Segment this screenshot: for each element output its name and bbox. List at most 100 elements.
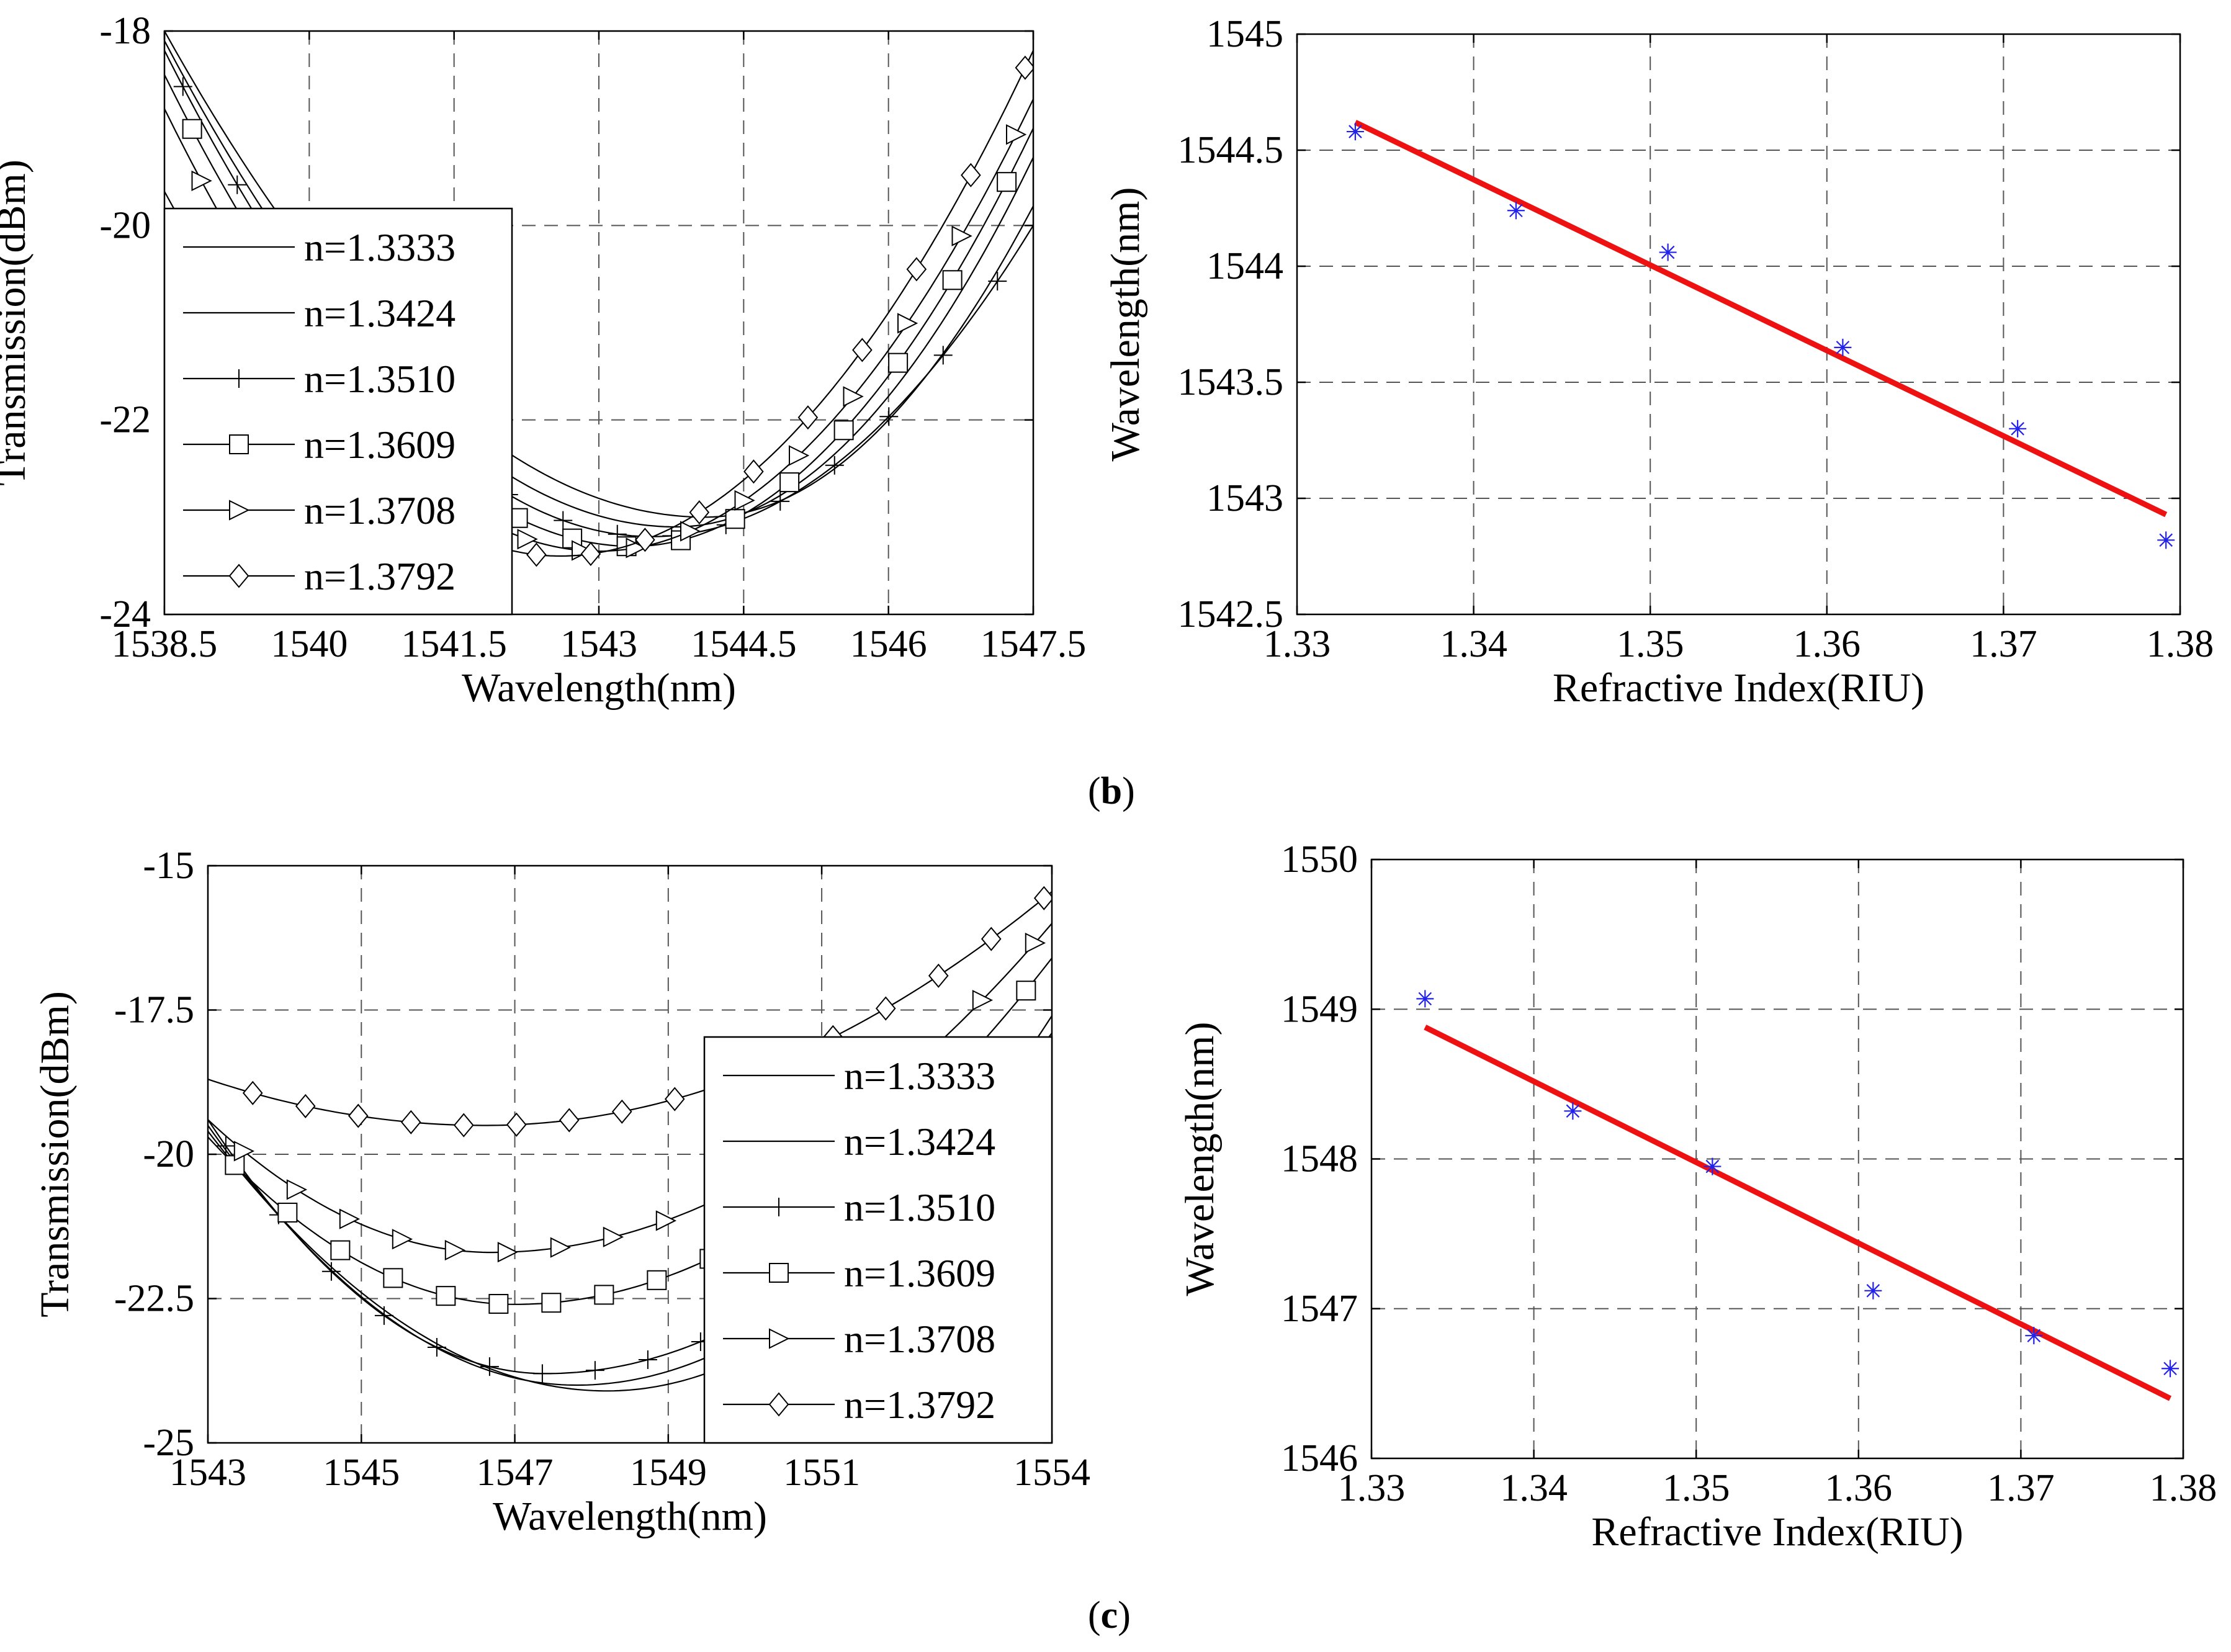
legend-marker: [770, 1198, 788, 1216]
series-point-n=1.3792: [580, 542, 601, 567]
series-point-n=1.3792: [635, 527, 655, 552]
y-tick-label: -20: [143, 1133, 194, 1175]
legend-marker: [229, 500, 250, 521]
y-tick-label: 1546: [1281, 1437, 1358, 1479]
data-point: [1416, 990, 1434, 1008]
legend-item-n=1.3424: n=1.3424: [183, 291, 456, 335]
series-point-n=1.3792: [295, 1093, 316, 1118]
x-tick-label: 1540: [271, 623, 348, 665]
series-point-n=1.3510: [228, 175, 247, 194]
x-tick-label: 1538.5: [112, 623, 218, 665]
series-point-n=1.3792: [689, 500, 710, 525]
series-point-n=1.3609: [833, 420, 854, 441]
legend-marker: [769, 1263, 789, 1283]
x-tick-label: 1544.5: [691, 623, 797, 665]
y-tick-label: -24: [99, 593, 151, 635]
series-n=1.3792: [208, 886, 1052, 1138]
series-point-n=1.3708: [517, 529, 538, 550]
data-point: [1346, 123, 1364, 141]
legend-label: n=1.3609: [844, 1251, 995, 1295]
series-point-n=1.3609: [436, 1286, 456, 1306]
series-point-n=1.3609: [330, 1240, 351, 1260]
legend-item-n=1.3510: n=1.3510: [723, 1185, 995, 1229]
data-point: [1659, 243, 1677, 261]
series-point-n=1.3792: [664, 1087, 685, 1111]
legend-item-n=1.3510: n=1.3510: [183, 357, 456, 401]
x-tick-label: 1.37: [1987, 1467, 2055, 1509]
data-point: [1864, 1282, 1882, 1300]
legend-item-n=1.3708: n=1.3708: [723, 1317, 995, 1361]
series-point-n=1.3708: [286, 1179, 308, 1200]
x-tick-label: 1.38: [2147, 623, 2214, 665]
legend-label: n=1.3792: [304, 554, 456, 598]
legend-label: n=1.3424: [844, 1120, 995, 1164]
series-point-n=1.3792: [1015, 55, 1033, 80]
series-point-n=1.3609: [997, 172, 1017, 192]
series-point-n=1.3792: [559, 1108, 580, 1133]
y-tick-label: 1543: [1206, 477, 1283, 519]
chart-c-transmission: 1543 1545 1547 1549 1551 1554 -25 -22.5 -20 -17.5…: [32, 845, 1090, 1539]
x-tick-label: 1.34: [1500, 1467, 1568, 1509]
series-point-n=1.3708: [233, 1141, 255, 1162]
y-tick-label: -22: [99, 399, 151, 441]
y-axis-label: Wavelength(nm): [1177, 1022, 1223, 1296]
legend-marker: [768, 1392, 789, 1417]
x-tick-label: 1545: [323, 1452, 400, 1494]
y-tick-label: -17.5: [114, 989, 194, 1031]
fit-line: [1353, 120, 2168, 518]
series-point-n=1.3510: [321, 1262, 341, 1281]
series-point-n=1.3792: [928, 963, 949, 988]
data-point: [2025, 1327, 2043, 1345]
data-point: [2161, 1360, 2179, 1378]
y-tick-label: -22.5: [114, 1278, 194, 1320]
series-point-n=1.3792: [875, 996, 896, 1021]
x-tick-label: 1.35: [1663, 1467, 1730, 1509]
series-point-n=1.3510: [173, 77, 192, 96]
legend-label: n=1.3609: [304, 423, 456, 467]
series-point-n=1.3609: [383, 1268, 403, 1288]
ticks: [1296, 33, 2181, 616]
data-point: [1564, 1102, 1582, 1120]
x-tick-label: 1.36: [1825, 1467, 1893, 1509]
series-point-n=1.3609: [277, 1202, 298, 1223]
legend-label: n=1.3792: [844, 1383, 995, 1427]
caption-b-letter: b: [1100, 770, 1123, 812]
series-point-n=1.3708: [897, 313, 918, 334]
y-tick-label: -18: [99, 10, 151, 52]
data-layer: [1346, 120, 2175, 549]
series-point-n=1.3708: [497, 1242, 519, 1263]
series-point-n=1.3792: [1033, 886, 1052, 910]
series-point-n=1.3708: [1006, 124, 1027, 145]
series-point-n=1.3609: [725, 509, 745, 529]
series-point-n=1.3792: [981, 927, 1002, 951]
legend-item-n=1.3333: n=1.3333: [183, 225, 456, 269]
series-point-n=1.3708: [444, 1239, 466, 1261]
series-point-n=1.3792: [611, 1099, 632, 1124]
series-point-n=1.3792: [743, 459, 764, 484]
x-tick-label: 1.33: [1264, 623, 1331, 665]
y-tick-label: 1543.5: [1178, 361, 1284, 403]
series-point-n=1.3510: [554, 511, 573, 530]
caption-c: (c): [1088, 1594, 1131, 1636]
legend-label: n=1.3333: [304, 225, 456, 269]
series-point-n=1.3708: [550, 1237, 572, 1258]
x-tick-label: 1.34: [1440, 623, 1507, 665]
y-axis-label: Transmission(dBm): [0, 159, 34, 486]
legend-box: [703, 1036, 1053, 1444]
series-point-n=1.3792: [400, 1110, 421, 1134]
x-tick-label: 1.37: [1970, 623, 2037, 665]
chart-b-transmission: 1538.5 1540 1541.5 1543 1544.5 1546 1547.5 -24 -…: [0, 10, 1086, 711]
x-tick-label: 1546: [850, 623, 927, 665]
series-point-n=1.3708: [789, 445, 810, 466]
series-point-n=1.3792: [961, 163, 981, 187]
legend-item-n=1.3792: n=1.3792: [183, 554, 456, 598]
legend: n=1.3333 n=1.3424 n=1.3510 n=1.3609 n=1.3708…: [703, 1036, 1053, 1444]
series-point-n=1.3792: [348, 1103, 369, 1128]
legend-label: n=1.3708: [844, 1317, 995, 1361]
series-point-n=1.3510: [879, 407, 899, 426]
series-point-n=1.3708: [843, 386, 864, 407]
series-point-n=1.3792: [526, 542, 547, 567]
legend-marker: [230, 369, 248, 388]
x-axis-label: Wavelength(nm): [493, 1494, 767, 1539]
